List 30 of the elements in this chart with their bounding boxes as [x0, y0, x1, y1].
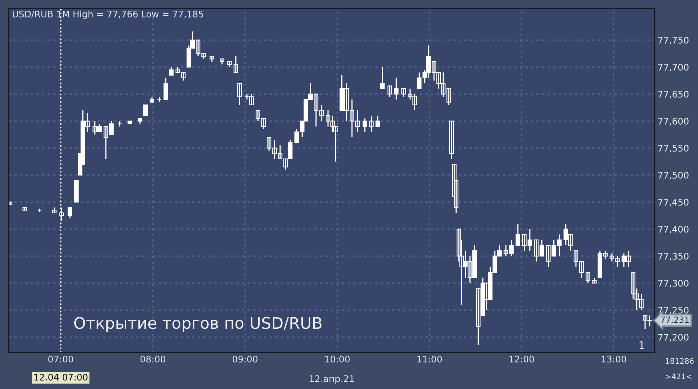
- y-tick-label: 77,500: [658, 172, 689, 180]
- candlestick: [144, 104, 148, 116]
- y-tick-label: 77,400: [658, 226, 689, 234]
- chart-title: USD/RUB 1M High = 77,766 Low = 77,185: [13, 10, 204, 20]
- text: 77,231: [661, 316, 689, 324]
- x-tick-label: 09:00: [232, 356, 258, 363]
- y-tick-label: 77,550: [658, 145, 689, 153]
- annotation: Открытие торгов по USD/RUB: [74, 317, 322, 332]
- annotation: 1: [640, 342, 644, 350]
- candlestick: [22, 207, 28, 211]
- y-tick-label: 77,300: [658, 280, 689, 288]
- y-tick-label: 77,450: [658, 199, 689, 207]
- x-tick-label: 12:00: [510, 356, 534, 363]
- candlestick: [74, 180, 79, 203]
- y-tick-label: 77,750: [658, 37, 689, 45]
- x-tick-label: 07:00: [48, 356, 74, 363]
- text: 12.апр.21: [310, 376, 354, 384]
- y-tick-label: 77,350: [658, 253, 689, 261]
- ref-line-label: 12.04 07:00: [34, 374, 88, 381]
- y-tick-label: 77,600: [658, 118, 689, 126]
- x-tick-label: 10:00: [325, 356, 350, 363]
- y-tick-label: 77,200: [658, 334, 689, 342]
- x-tick-label: 08:00: [140, 356, 166, 363]
- x-tick-label: 13:00: [602, 356, 626, 363]
- y-tick-label: 77,650: [658, 91, 689, 99]
- candlestick: [592, 277, 597, 284]
- x-tick-label: 11:00: [418, 356, 442, 363]
- y-tick-label: 77,250: [658, 307, 689, 315]
- y-tick-label: 77,700: [658, 64, 689, 72]
- candlestick: [9, 202, 13, 206]
